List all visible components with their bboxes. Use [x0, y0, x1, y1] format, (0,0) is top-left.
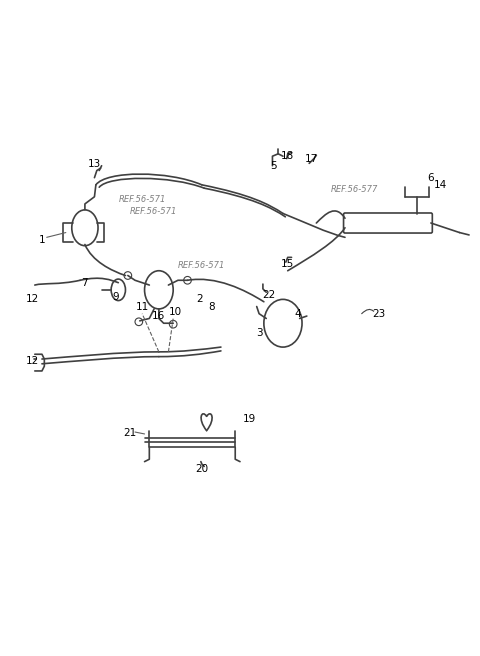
Text: 12: 12: [26, 356, 39, 367]
Text: 17: 17: [305, 154, 318, 163]
Text: REF.56-571: REF.56-571: [118, 195, 166, 203]
Text: 11: 11: [135, 302, 149, 312]
Text: 20: 20: [195, 464, 208, 474]
Text: 5: 5: [270, 161, 276, 171]
Text: 21: 21: [124, 428, 137, 438]
Text: REF.56-571: REF.56-571: [130, 207, 178, 216]
Text: 8: 8: [208, 302, 215, 312]
Text: 14: 14: [434, 180, 447, 190]
Text: 1: 1: [39, 235, 45, 245]
Text: 19: 19: [243, 414, 256, 424]
Text: 15: 15: [281, 258, 294, 268]
Text: 6: 6: [428, 173, 434, 182]
Text: 23: 23: [372, 309, 385, 319]
Text: 3: 3: [256, 328, 263, 338]
Text: 4: 4: [294, 309, 300, 319]
Text: 13: 13: [88, 159, 101, 169]
Text: 12: 12: [26, 295, 39, 304]
Text: REF.56-571: REF.56-571: [178, 262, 225, 270]
Text: 9: 9: [113, 292, 119, 302]
Text: REF.56-577: REF.56-577: [331, 185, 378, 194]
Text: 18: 18: [281, 151, 294, 161]
Text: 10: 10: [169, 307, 182, 318]
Text: 16: 16: [152, 311, 166, 321]
Text: 22: 22: [262, 289, 275, 300]
Text: 2: 2: [196, 295, 203, 304]
Text: 7: 7: [82, 277, 88, 288]
